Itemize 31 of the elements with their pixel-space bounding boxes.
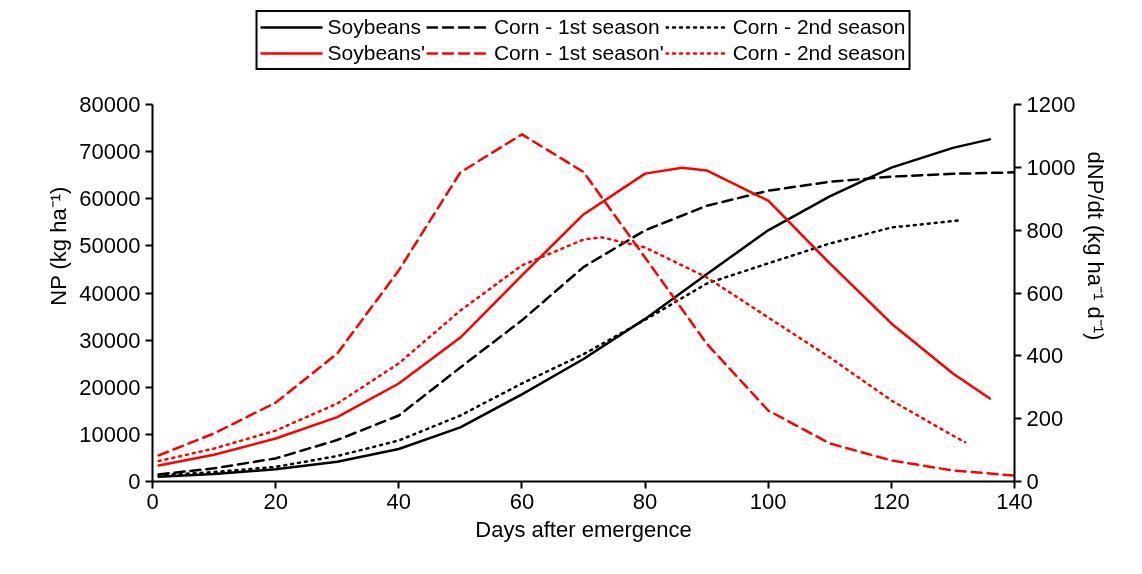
y-tick-label: 40000 [79, 280, 141, 306]
x-tick-label: 100 [749, 488, 787, 514]
y2-tick-label: 1000 [1026, 154, 1076, 180]
x-tick-label: 40 [386, 488, 412, 514]
y-tick-label: 0 [128, 469, 141, 494]
y2-tick-label: 1200 [1026, 92, 1076, 117]
y-tick-label: 20000 [79, 374, 141, 400]
legend-label: Corn - 2nd season [732, 15, 906, 39]
x-axis-title: Days after emergence [475, 516, 692, 542]
y2-tick-label: 400 [1026, 343, 1064, 369]
y-tick-label: 80000 [79, 92, 141, 117]
y-tick-label: 50000 [79, 233, 141, 259]
legend-label: Soybeans' [327, 41, 425, 65]
y-tick-label: 10000 [79, 421, 141, 447]
y2-tick-label: 600 [1026, 280, 1064, 306]
x-tick-label: 120 [873, 488, 910, 514]
legend-label: Corn - 2nd season [732, 41, 906, 65]
y2-tick-label: 200 [1026, 406, 1064, 432]
y2-tick-label: 800 [1026, 217, 1064, 243]
y2-axis-title: dNP/dt (kg ha⁻¹ d⁻¹) [1083, 151, 1109, 341]
x-tick-label: 0 [146, 488, 159, 514]
legend-label: Corn - 1st season' [493, 41, 664, 65]
x-tick-label: 80 [632, 488, 658, 514]
y-tick-label: 60000 [79, 186, 141, 212]
y-tick-label: 70000 [79, 139, 141, 165]
x-tick-label: 20 [263, 488, 288, 514]
legend-label: Soybeans [327, 15, 421, 39]
y-tick-label: 30000 [79, 327, 141, 353]
legend-label: Corn - 1st season [493, 15, 660, 39]
x-tick-label: 60 [509, 488, 535, 514]
y-axis-title: NP (kg ha⁻¹) [46, 186, 72, 306]
